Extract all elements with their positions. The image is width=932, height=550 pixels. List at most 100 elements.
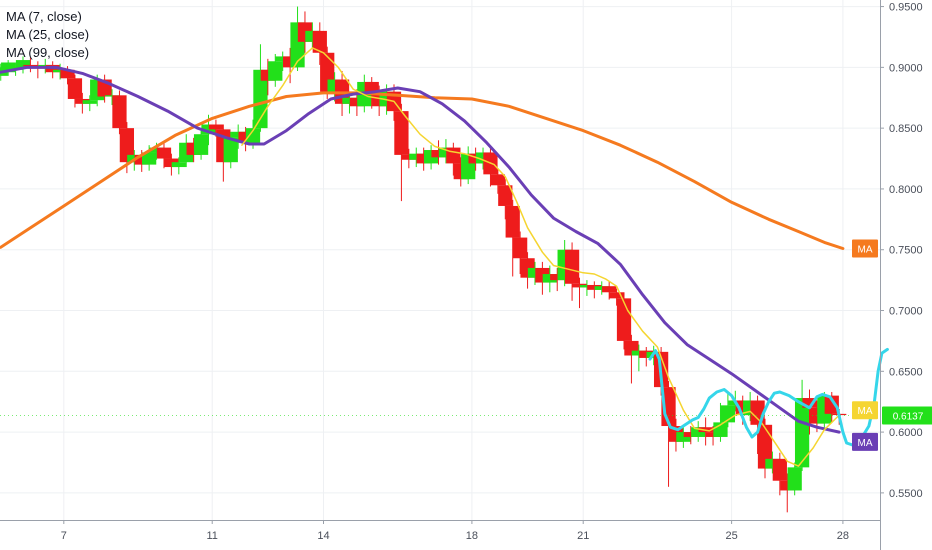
candle-down (260, 58, 275, 96)
moving-averages (0, 47, 880, 467)
candle-down (587, 281, 602, 299)
candle-body (824, 395, 839, 414)
candle-up (305, 22, 320, 48)
candle-body (142, 152, 157, 165)
candle-body (401, 154, 416, 160)
x-tick-label: 28 (837, 530, 849, 542)
y-tick-label: 0.5500 (889, 488, 923, 500)
candle-down (564, 242, 580, 301)
legend-ma7[interactable]: MA (7, close) (6, 9, 82, 24)
price-badge-box (882, 406, 932, 425)
candle-down (431, 140, 446, 165)
candle-body (119, 128, 135, 163)
candle-up (171, 157, 186, 175)
candle-down (572, 277, 587, 309)
ma25-badge-text: MA (858, 438, 873, 449)
candle-up (409, 147, 424, 168)
candle-body (394, 111, 409, 155)
y-tick-label: 0.6500 (889, 366, 923, 378)
candle-body (609, 292, 624, 299)
candle-up (691, 421, 706, 442)
candle-up (52, 63, 68, 80)
candle-body (15, 60, 31, 69)
candle-down (505, 199, 520, 277)
candle-body (594, 286, 609, 290)
candle-down (683, 426, 698, 445)
y-tick-label: 0.8500 (889, 123, 923, 135)
candle-body (1, 62, 16, 73)
x-tick-label: 25 (725, 530, 737, 542)
candle-up (527, 261, 543, 285)
ma99-badge[interactable]: MA (852, 239, 878, 258)
ma7-line[interactable] (241, 47, 840, 467)
candle-body (498, 185, 513, 206)
candle-body (52, 69, 68, 73)
candle-up (82, 95, 97, 112)
ma25-badge-box (852, 432, 878, 451)
ma99-line[interactable] (0, 91, 845, 250)
indicator-legend: MA (7, close) MA (25, close) MA (99, clo… (6, 8, 89, 62)
legend-ma25[interactable]: MA (25, close) (6, 27, 90, 42)
candle-down (312, 22, 327, 65)
candle-body (639, 350, 654, 358)
candle-body (602, 286, 617, 293)
candle-body (238, 131, 253, 143)
y-tick-label: 0.9000 (889, 62, 923, 74)
candle-down (282, 47, 298, 84)
candle-body (104, 95, 120, 97)
candle-up (765, 451, 780, 474)
candle-up (794, 379, 810, 472)
y-tick-label: 0.6000 (889, 427, 923, 439)
candle-body (364, 81, 379, 92)
ma25-badge[interactable]: MA (852, 432, 878, 451)
candle-up (268, 53, 283, 87)
candle-body (802, 398, 817, 408)
candle-down (164, 153, 179, 176)
y-tick-label: 0.8000 (889, 184, 923, 196)
ma7-badge-box (852, 401, 878, 420)
axis-badges: MA MA MA 0.6137 (852, 239, 932, 451)
candle-down (772, 452, 787, 496)
candle-down (416, 147, 431, 171)
legend-ma99[interactable]: MA (99, close) (6, 45, 90, 60)
candle-body (691, 427, 706, 437)
candle-body (171, 162, 186, 168)
ma99-badge-box (852, 239, 878, 258)
candle-body (112, 95, 127, 129)
candle-body (223, 137, 238, 163)
candle-body (75, 98, 90, 104)
candle-up (438, 139, 454, 164)
price-badge-text: 0.6137 (893, 411, 924, 422)
candle-body (772, 458, 787, 481)
candle-up (193, 128, 209, 160)
candle-down (602, 281, 617, 300)
candle-body (780, 480, 795, 491)
candle-down (624, 334, 639, 384)
candle-body (705, 432, 721, 437)
candle-body (757, 424, 773, 469)
candle-down (112, 90, 127, 135)
price-badge[interactable]: 0.6137 (882, 406, 932, 425)
ma25-line[interactable] (0, 65, 841, 434)
x-tick-label: 21 (577, 530, 589, 542)
candle-body (550, 274, 565, 281)
candle-body (268, 61, 283, 81)
candle-up (275, 51, 290, 72)
candle-body (438, 147, 454, 158)
candle-body (794, 398, 810, 468)
ma99-badge-text: MA (858, 245, 873, 256)
candle-body (676, 432, 691, 442)
grid-lines (0, 0, 880, 520)
candle-up (461, 146, 476, 185)
candle-body (134, 154, 149, 165)
candle-down (156, 142, 172, 169)
candle-body (23, 64, 38, 67)
candle-body (431, 150, 446, 158)
candle-up (594, 281, 609, 295)
candle-up (787, 462, 802, 496)
ma7-badge[interactable]: MA (852, 401, 878, 420)
candle-down (698, 417, 713, 446)
candle-up (15, 56, 31, 74)
candle-body (787, 467, 802, 491)
